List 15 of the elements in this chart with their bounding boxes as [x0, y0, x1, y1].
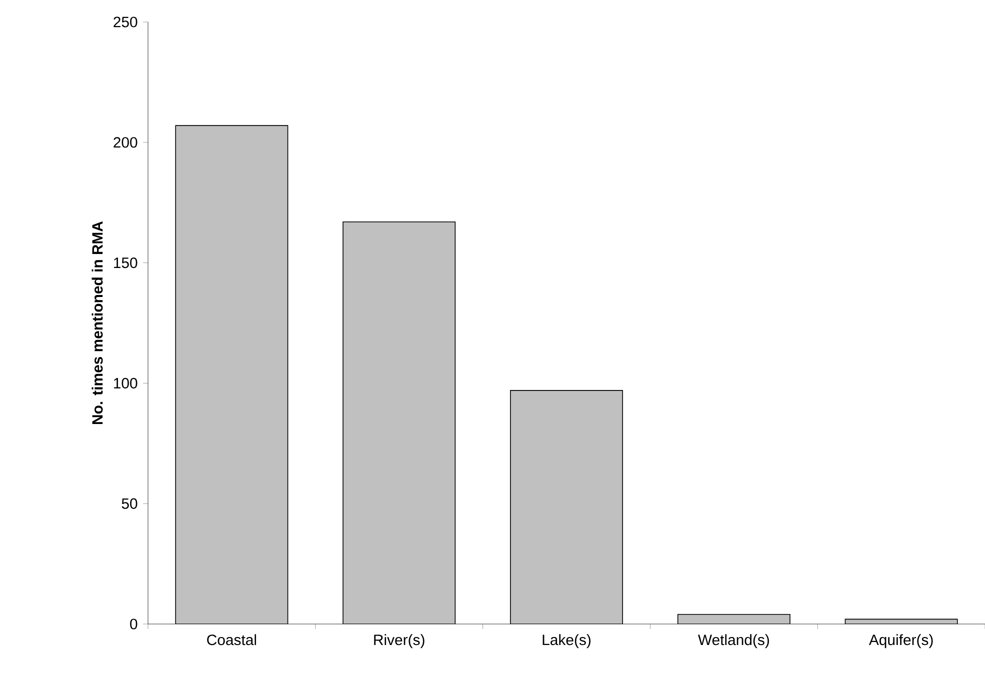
bar: [510, 390, 623, 624]
x-tick-label: Wetland(s): [698, 634, 769, 648]
y-tick-label: 250: [114, 16, 138, 28]
bar: [175, 125, 288, 624]
x-tick-label: Lake(s): [542, 634, 590, 648]
x-tick-label: Aquifer(s): [868, 634, 933, 648]
y-tick-label: 200: [114, 137, 138, 148]
y-tick-label: 150: [114, 258, 138, 268]
y-tick-label: 50: [122, 498, 138, 509]
y-axis-title: No. times mentioned in RMA: [92, 221, 103, 424]
y-tick-label: 100: [114, 378, 138, 388]
bar: [342, 221, 456, 624]
x-tick-label: River(s): [374, 634, 424, 648]
x-tick-label: Coastal: [207, 634, 256, 646]
y-tick-label: 0: [130, 618, 138, 630]
